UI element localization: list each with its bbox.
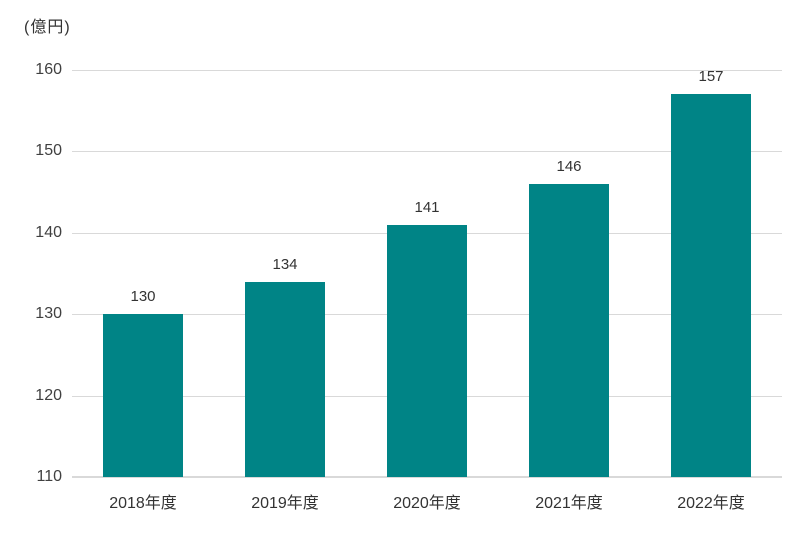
x-axis-category-label: 2018年度	[109, 495, 177, 512]
x-axis-line	[72, 476, 782, 478]
y-axis-tick-label: 130	[35, 305, 62, 323]
gridline	[72, 151, 782, 153]
y-axis-tick-label: 140	[35, 223, 62, 241]
bar-value-label: 141	[414, 198, 440, 216]
bar-2022年度	[671, 94, 751, 477]
y-axis-tick-label: 160	[35, 61, 62, 78]
bar-value-label: 146	[556, 157, 582, 175]
y-axis-unit-label: (億円)	[24, 19, 71, 36]
x-axis-category-label: 2019年度	[251, 495, 319, 512]
x-axis-category-label: 2022年度	[677, 495, 745, 512]
y-axis-tick-label: 110	[36, 468, 62, 485]
bar-value-label: 130	[130, 288, 156, 306]
bar-2020年度	[387, 224, 467, 477]
y-axis-tick-label: 120	[35, 386, 62, 404]
x-axis-category-label: 2020年度	[393, 495, 461, 512]
bar-2021年度	[529, 183, 609, 477]
x-axis-category-label: 2021年度	[535, 495, 603, 512]
gridline	[72, 70, 782, 71]
bar-2018年度	[103, 314, 183, 477]
bar-value-label: 157	[698, 68, 724, 86]
bar-2019年度	[245, 281, 325, 477]
bar-value-label: 134	[272, 255, 298, 273]
y-axis-tick-label: 150	[35, 142, 62, 160]
